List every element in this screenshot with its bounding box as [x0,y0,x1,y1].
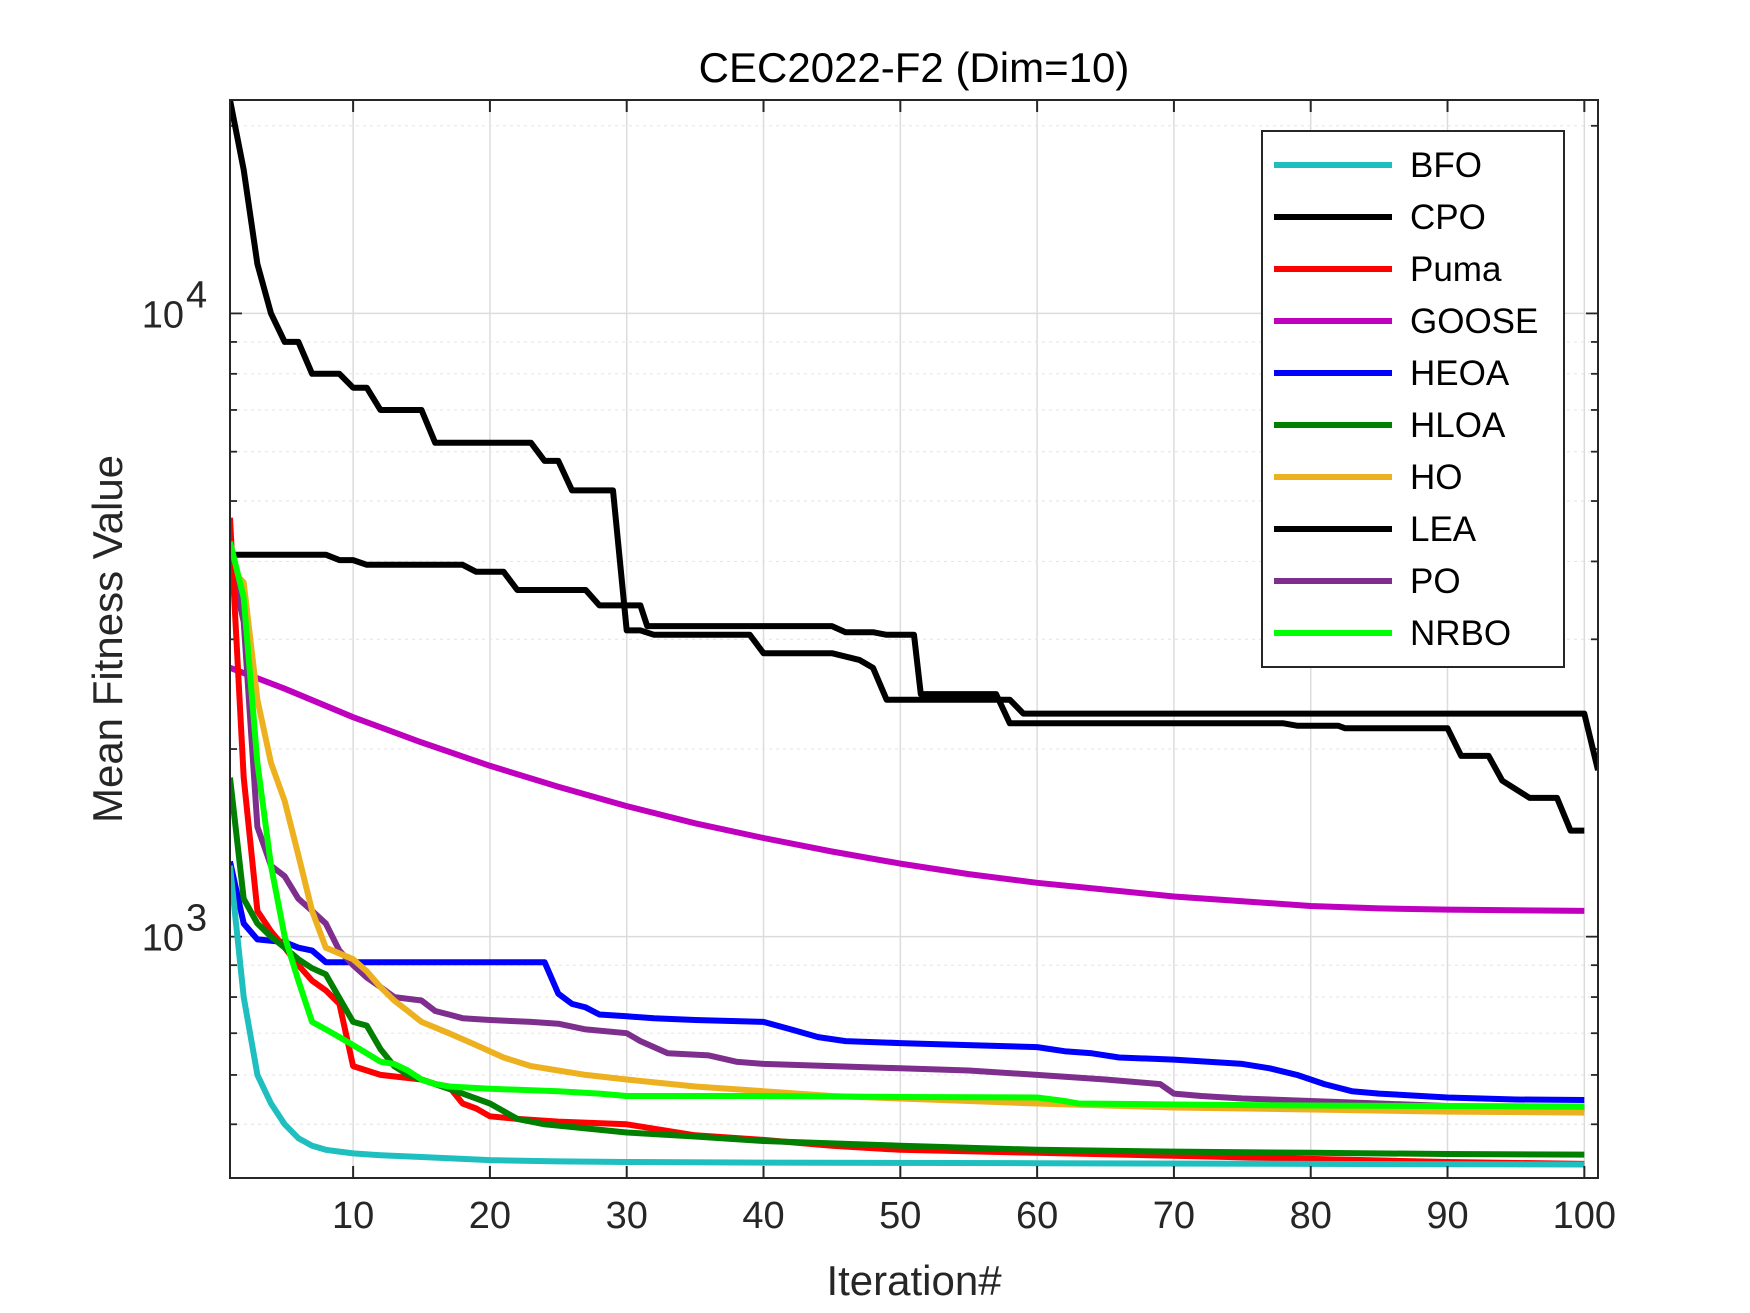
legend-label-bfo: BFO [1410,146,1482,185]
y-tick-exponent: 4 [186,274,207,316]
series-line-cpo [230,551,1585,834]
y-tick-label: 10 [142,918,184,960]
series-line-nrbo [230,541,1585,1110]
x-tick-label: 20 [469,1195,511,1237]
x-tick-label: 30 [606,1195,648,1237]
legend-label-cpo: CPO [1410,198,1486,237]
series-lines [230,100,1598,1168]
series-line-goose [230,664,1585,914]
legend-label-puma: Puma [1410,250,1502,289]
x-tick-label: 100 [1553,1195,1616,1237]
x-tick-label: 90 [1426,1195,1468,1237]
legend-label-nrbo: NRBO [1410,614,1511,653]
x-tick-label: 40 [742,1195,784,1237]
y-axis-label: Mean Fitness Value [84,455,131,823]
plot-frame [229,99,1599,1179]
y-tick-exponent: 3 [186,898,207,940]
x-tick-label: 60 [1016,1195,1058,1237]
legend-label-lea: LEA [1410,510,1477,549]
series-line-ho [230,566,1585,1116]
series-line-po [230,560,1585,1112]
chart-title: CEC2022-F2 (Dim=10) [699,44,1130,91]
series-line-puma [230,517,1585,1167]
legend: BFO CPO Puma GOOSE HEOA HLOA HO LEA PO NRBO [1261,130,1565,668]
legend-label-heoa: HEOA [1410,354,1510,393]
legend-label-ho: HO [1410,458,1463,497]
x-tick-label: 70 [1153,1195,1195,1237]
x-tick-label: 50 [879,1195,921,1237]
series-line-bfo [230,865,1585,1168]
x-axis-label: Iteration# [826,1257,1002,1304]
series-line-heoa [230,860,1585,1103]
legend-label-goose: GOOSE [1410,302,1538,341]
legend-label-po: PO [1410,562,1461,601]
series-line-lea [230,100,1598,771]
y-tick-label: 10 [142,294,184,336]
x-tick-label: 80 [1290,1195,1332,1237]
legend-label-hloa: HLOA [1410,406,1506,445]
x-tick-label: 10 [332,1195,374,1237]
legend-box [1261,130,1565,668]
